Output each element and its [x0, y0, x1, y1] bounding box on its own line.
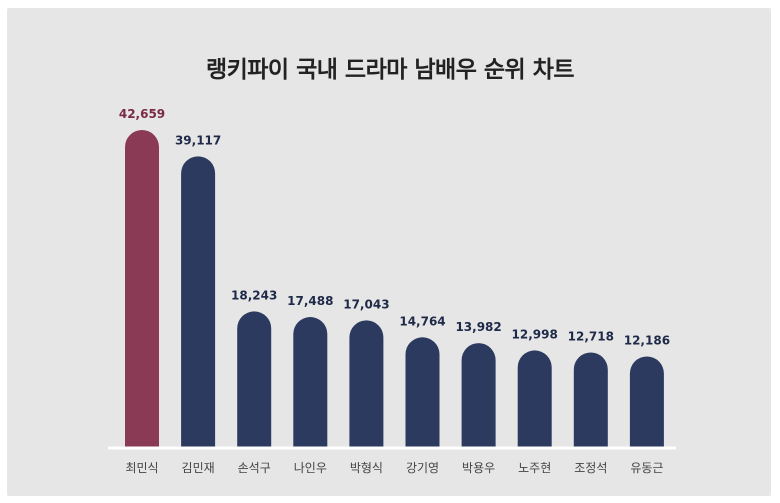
value-label-4: 17,488 [287, 294, 333, 308]
chart-title: 랭키파이 국내 드라마 남배우 순위 차트 [205, 57, 575, 83]
value-label-2: 39,117 [175, 133, 221, 147]
category-label-1: 최민식 [125, 461, 158, 475]
value-label-6: 14,764 [399, 314, 445, 328]
category-label-7: 박용우 [462, 461, 495, 475]
bar-9 [573, 352, 608, 447]
bar-10 [629, 356, 664, 447]
category-label-3: 손석구 [238, 461, 271, 475]
value-label-10: 12,186 [624, 333, 670, 347]
bar-4 [293, 317, 328, 447]
bar-1 [125, 130, 159, 447]
bar-5 [349, 320, 384, 447]
bar-7 [461, 343, 496, 447]
value-label-7: 13,982 [455, 320, 501, 334]
category-label-9: 조정석 [574, 461, 607, 475]
category-label-6: 강기영 [406, 461, 439, 475]
bar-2 [181, 156, 216, 447]
category-label-5: 박형식 [350, 461, 383, 475]
value-label-8: 12,998 [512, 327, 558, 341]
value-label-3: 18,243 [231, 288, 277, 302]
category-label-4: 나인우 [294, 461, 327, 475]
category-label-2: 김민재 [182, 461, 215, 475]
category-label-10: 유동근 [630, 461, 663, 475]
bar-6 [405, 337, 440, 447]
value-label-5: 17,043 [343, 297, 389, 311]
value-label-9: 12,718 [568, 329, 614, 343]
value-label-1: 42,659 [119, 107, 165, 121]
bar-8 [517, 350, 552, 447]
category-label-8: 노주현 [518, 461, 551, 475]
bar-3 [237, 311, 272, 447]
